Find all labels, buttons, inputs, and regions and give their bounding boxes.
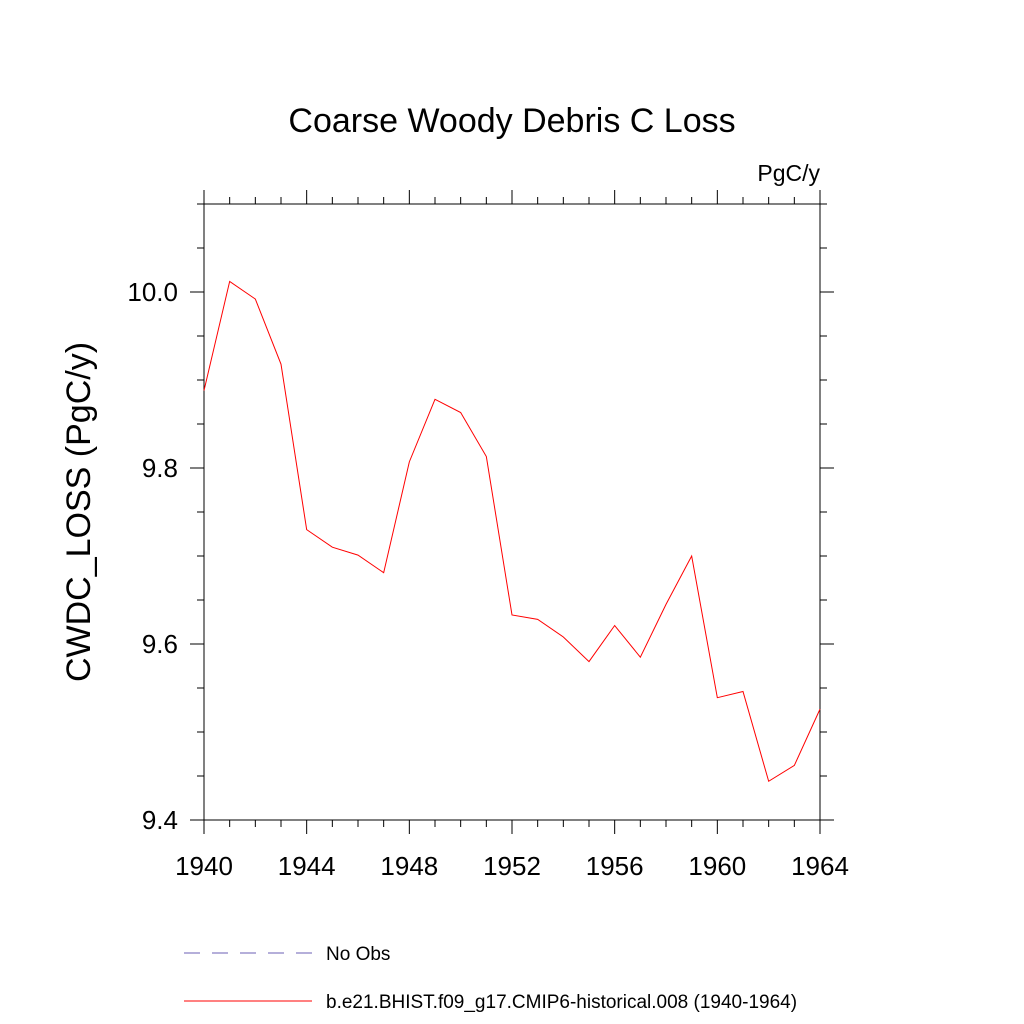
y-axis-label: CWDC_LOSS (PgC/y) — [60, 342, 98, 682]
legend-label-no-obs: No Obs — [326, 944, 390, 965]
y-tick-label: 9.4 — [142, 805, 178, 835]
series-layer — [203, 280, 821, 783]
chart-title: Coarse Woody Debris C Loss — [288, 102, 735, 140]
legend: No Obs b.e21.BHIST.f09_g17.CMIP6-histori… — [184, 944, 797, 1013]
x-axis-ticks — [203, 190, 821, 834]
series-line — [203, 280, 821, 783]
x-tick-label: 1948 — [380, 851, 438, 881]
x-tick-label: 1956 — [586, 851, 644, 881]
y-axis-tick-labels: 9.4 9.6 9.8 10.0 — [127, 277, 178, 835]
x-tick-label: 1944 — [278, 851, 336, 881]
y-tick-label: 9.6 — [142, 629, 178, 659]
legend-label-model-run: b.e21.BHIST.f09_g17.CMIP6-historical.008… — [326, 992, 797, 1013]
y-axis-ticks — [190, 203, 834, 821]
units-label: PgC/y — [757, 160, 820, 186]
x-tick-label: 1960 — [688, 851, 746, 881]
x-axis-tick-labels: 1940 1944 1948 1952 1956 1960 1964 — [175, 851, 849, 881]
x-tick-label: 1964 — [791, 851, 849, 881]
x-tick-label: 1940 — [175, 851, 233, 881]
y-tick-label: 10.0 — [127, 277, 178, 307]
y-tick-label: 9.8 — [142, 453, 178, 483]
plot-frame — [203, 203, 821, 821]
x-tick-label: 1952 — [483, 851, 541, 881]
